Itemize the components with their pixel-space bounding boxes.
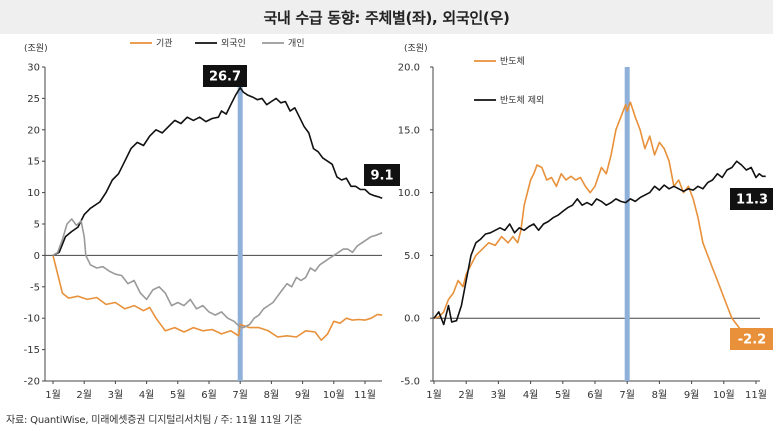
x-tick-label: 3월 xyxy=(108,389,124,401)
y-tick-label: 10 xyxy=(27,188,40,199)
x-tick-label: 7월 xyxy=(232,389,248,401)
legend-label: 기관 xyxy=(156,38,173,49)
x-tick-label: 6월 xyxy=(201,389,217,401)
y-tick-label: -5 xyxy=(30,282,40,293)
x-tick-label: 9월 xyxy=(295,389,311,401)
y-tick-label: 15.0 xyxy=(398,125,420,136)
page-title: 국내 수급 동향: 주체별(좌), 외국인(우) xyxy=(263,8,510,27)
y-tick-label: 20 xyxy=(27,125,40,136)
series-line-orange xyxy=(52,255,383,341)
callout-box xyxy=(730,188,773,210)
y-tick-label: 20.0 xyxy=(398,63,420,74)
x-tick-label: 2월 xyxy=(76,389,92,401)
y-tick-label: 5 xyxy=(34,220,40,231)
y-tick-label: 15 xyxy=(27,157,40,168)
x-tick-label: 8월 xyxy=(652,389,668,401)
x-tick-label: 3월 xyxy=(491,389,507,401)
callout-label: 26.7 xyxy=(209,70,241,85)
x-tick-label: 6월 xyxy=(587,389,603,401)
series-line-black xyxy=(52,86,383,257)
x-tick-label: 5월 xyxy=(555,389,571,401)
x-tick-label: 1월 xyxy=(45,389,61,401)
y-tick-label: -5.0 xyxy=(400,377,420,388)
callout-label: 11.3 xyxy=(736,193,768,208)
y-tick-label: -10 xyxy=(24,314,40,325)
series-line-gray xyxy=(52,218,383,329)
callout-label: -2.2 xyxy=(738,333,766,348)
title-bar: 국내 수급 동향: 주체별(좌), 외국인(우) xyxy=(0,0,773,34)
series-line-orange xyxy=(433,101,767,347)
source-note: 자료: QuantiWise, 미래에셋증권 디지털리서치팀 / 주: 11월 … xyxy=(6,415,303,426)
x-tick-label: 1월 xyxy=(426,389,442,401)
series-line-black xyxy=(433,160,766,326)
y-tick-label: 25 xyxy=(27,94,40,105)
callout-box xyxy=(364,164,400,186)
x-tick-label: 10월 xyxy=(323,389,345,401)
legend-label: 외국인 xyxy=(221,37,246,49)
y-tick-label: -20 xyxy=(24,377,40,388)
x-tick-label: 11월 xyxy=(745,389,767,401)
x-tick-label: 11월 xyxy=(354,389,376,401)
y-unit-label: (조원) xyxy=(24,43,48,54)
y-tick-label: 0.0 xyxy=(404,314,420,325)
highlight-band xyxy=(237,67,243,381)
y-unit-label: (조원) xyxy=(404,43,428,54)
x-tick-label: 2월 xyxy=(458,389,474,401)
x-tick-label: 4월 xyxy=(523,389,539,401)
y-tick-label: 10.0 xyxy=(398,188,420,199)
highlight-band xyxy=(624,67,630,381)
x-tick-label: 4월 xyxy=(139,389,155,401)
x-tick-label: 7월 xyxy=(619,389,635,401)
legend-label: 반도체 xyxy=(500,56,525,67)
y-tick-label: -15 xyxy=(24,345,40,356)
legend-label: 개인 xyxy=(288,38,305,49)
x-tick-label: 9월 xyxy=(684,389,700,401)
x-tick-label: 10월 xyxy=(713,389,735,401)
callout-label: 9.1 xyxy=(370,169,393,184)
x-tick-label: 5월 xyxy=(170,389,186,401)
callout-box xyxy=(730,328,773,350)
y-tick-label: 5.0 xyxy=(404,251,420,262)
x-tick-label: 8월 xyxy=(264,389,280,401)
callout-box xyxy=(203,65,247,87)
legend-label: 반도체 제외 xyxy=(500,94,544,106)
y-tick-label: 0 xyxy=(34,251,40,262)
y-tick-label: 30 xyxy=(27,63,40,74)
